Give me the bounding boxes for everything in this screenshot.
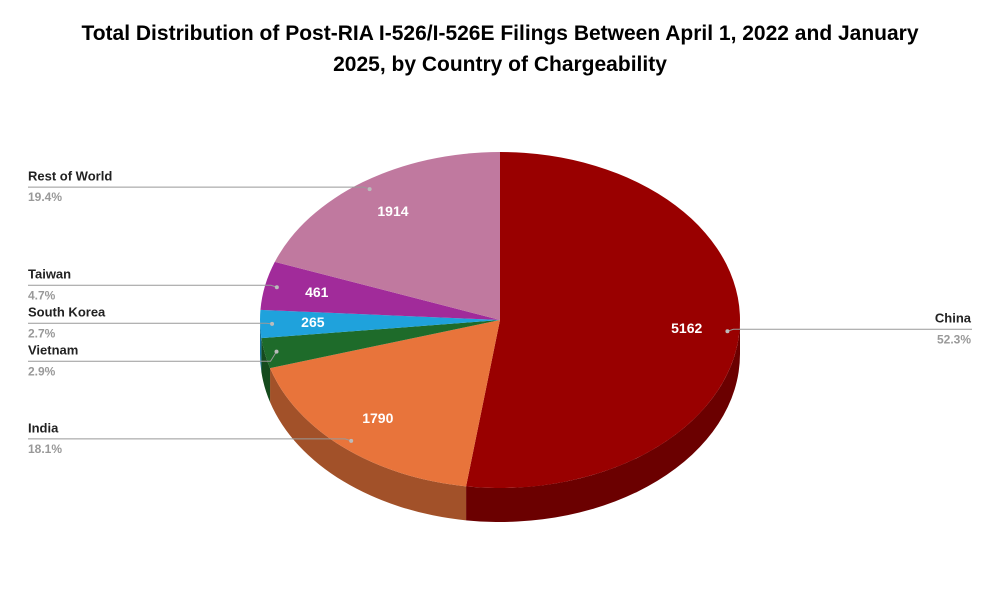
percent-label: 2.9% [28, 364, 56, 378]
leader-line [28, 284, 278, 288]
slice-side [261, 338, 271, 403]
leader-line [727, 328, 972, 332]
leader-dot [274, 349, 279, 354]
slice [261, 320, 500, 369]
percent-label: 18.1% [28, 442, 62, 456]
category-label: South Korea [28, 305, 106, 320]
slice-side [270, 368, 467, 521]
category-label: Rest of World [28, 169, 112, 184]
leader-dot [270, 321, 275, 326]
slice [260, 309, 500, 339]
category-label: Taiwan [28, 267, 71, 282]
leader-line [28, 322, 273, 325]
percent-label: 19.4% [28, 190, 62, 204]
leader-dot [274, 285, 279, 290]
leader-line [28, 186, 370, 190]
leader-dot [725, 329, 730, 334]
slice [260, 261, 500, 320]
percent-label: 4.7% [28, 288, 56, 302]
value-label: 265 [301, 314, 325, 330]
slice-side [466, 320, 740, 522]
category-label: India [28, 420, 59, 435]
slice [274, 152, 500, 320]
slice-side [260, 320, 262, 373]
value-label: 461 [305, 284, 329, 300]
leader-line [28, 351, 277, 362]
chart-title: Total Distribution of Post-RIA I-526/I-5… [81, 22, 919, 76]
slice [466, 152, 740, 488]
leader-line [28, 438, 352, 442]
category-label: China [935, 311, 972, 326]
leader-dot [367, 187, 372, 192]
leader-dot [349, 438, 354, 443]
percent-label: 52.3% [937, 332, 971, 346]
category-label: Vietnam [28, 343, 78, 358]
slice [270, 320, 500, 487]
percent-label: 2.7% [28, 326, 56, 340]
value-label: 1790 [362, 410, 393, 426]
value-label: 1914 [377, 203, 408, 219]
value-label: 5162 [671, 320, 702, 336]
